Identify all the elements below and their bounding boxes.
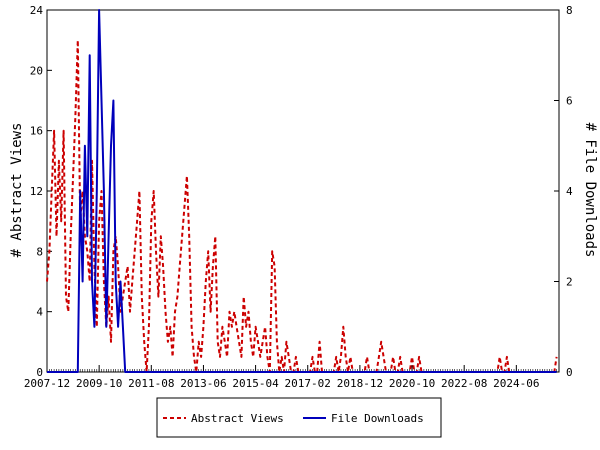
legend-label-abstract-views: Abstract Views xyxy=(191,412,284,425)
y-right-tick-label: 6 xyxy=(566,95,573,108)
x-tick-label: 2020-10 xyxy=(389,377,435,390)
y-left-tick-label: 20 xyxy=(30,64,43,77)
y-axis-right: 0 2 4 6 8 xyxy=(554,4,573,379)
x-tick-label: 2024-06 xyxy=(493,377,539,390)
y-right-tick-label: 0 xyxy=(566,366,573,379)
series-line-file-downloads xyxy=(47,9,557,373)
legend-box xyxy=(156,397,442,438)
legend: Abstract Views File Downloads xyxy=(156,397,442,438)
y-left-tick-label: 0 xyxy=(36,366,43,379)
y-axis-left: 0 4 8 12 16 20 24 xyxy=(30,4,52,379)
x-tick-label: 2009-10 xyxy=(76,377,122,390)
y-left-tick-label: 8 xyxy=(36,245,43,258)
y-axis-left-title: # Abstract Views xyxy=(9,123,25,258)
x-tick-label: 2015-04 xyxy=(232,377,279,390)
x-tick-label: 2013-06 xyxy=(180,377,226,390)
x-axis: 2007-12 2009-10 2011-08 2013-06 2015-04 2017-… xyxy=(24,365,560,390)
x-tick-label: 2011-08 xyxy=(128,377,174,390)
y-left-tick-label: 16 xyxy=(30,125,43,138)
y-left-tick-label: 24 xyxy=(30,4,44,17)
y-left-tick-label: 12 xyxy=(30,185,43,198)
series-lines xyxy=(46,9,558,373)
x-tick-label: 2017-02 xyxy=(285,377,331,390)
x-tick-label: 2022-08 xyxy=(441,377,487,390)
x-tick-label: 2018-12 xyxy=(337,377,383,390)
legend-label-file-downloads: File Downloads xyxy=(331,412,424,425)
y-right-tick-label: 4 xyxy=(566,185,573,198)
y-left-tick-label: 4 xyxy=(36,306,43,319)
plot-frame xyxy=(46,9,560,373)
y-axis-right-title: # File Downloads xyxy=(582,123,598,258)
x-tick-label: 2007-12 xyxy=(24,377,70,390)
plot-area-border xyxy=(46,9,560,373)
y-right-tick-label: 2 xyxy=(566,276,573,289)
y-right-tick-label: 8 xyxy=(566,4,573,17)
